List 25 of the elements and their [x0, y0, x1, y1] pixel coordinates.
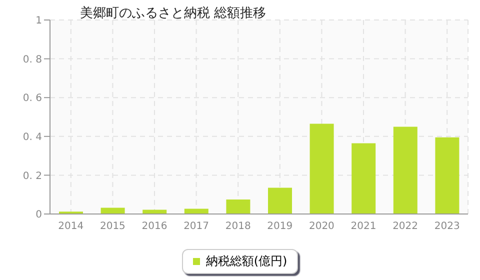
- y-tick-label: 1: [36, 16, 42, 27]
- y-tick-label: 0. 6: [22, 93, 42, 104]
- x-tick-label: 2021: [350, 221, 376, 232]
- y-tick-label: 0. 8: [22, 54, 42, 66]
- chart-title: 美郷町のふるさと納税 総額推移: [80, 5, 266, 22]
- bar: [142, 210, 167, 214]
- y-tick-label: 0: [36, 210, 42, 221]
- x-tick-label: 2019: [267, 221, 293, 232]
- bar: [435, 137, 460, 214]
- y-tick-label: 0. 2: [22, 170, 42, 182]
- legend-label: 納税総額(億円): [204, 253, 288, 270]
- x-tick-label: 2018: [225, 221, 251, 232]
- bar: [393, 126, 418, 214]
- x-tick-label: 2015: [100, 221, 126, 232]
- bar: [352, 143, 376, 214]
- x-tick-label: 2022: [392, 221, 418, 232]
- bar: [226, 199, 250, 214]
- x-tick-label: 2014: [58, 221, 84, 232]
- bar: [310, 124, 334, 214]
- x-tick-label: 2016: [142, 221, 168, 232]
- x-tick-label: 2023: [434, 221, 460, 232]
- y-tick-label: 0. 4: [22, 132, 42, 143]
- x-tick-label: 2020: [308, 221, 334, 232]
- x-tick-label: 2017: [184, 221, 210, 232]
- bar: [268, 188, 292, 214]
